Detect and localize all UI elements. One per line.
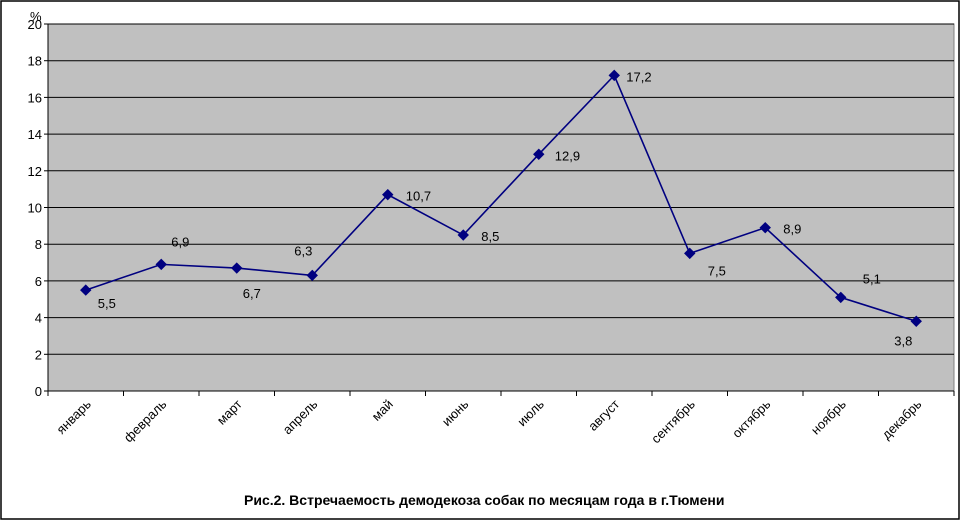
data-labels: 5,5 6,9 6,7 6,3 10,7 8,5 12,9 17,2 7,5 8,9 5,1 3,8 [98, 69, 913, 348]
data-label: 17,2 [626, 69, 651, 84]
data-point-marker [155, 258, 167, 271]
data-label: 6,7 [243, 286, 261, 301]
data-label: 5,5 [98, 296, 116, 311]
y-tick-label: 12 [28, 164, 42, 179]
y-tick-label: 20 [28, 17, 42, 32]
data-point-marker [608, 69, 620, 82]
y-axis-unit-label: % [30, 9, 42, 24]
data-point-marker [533, 148, 545, 160]
data-label: 6,9 [171, 234, 189, 249]
data-label: 6,3 [294, 243, 312, 258]
y-tick-label: 18 [28, 54, 42, 69]
data-point-marker [910, 315, 922, 327]
series-layer [80, 69, 922, 327]
y-tick-label: 10 [28, 201, 42, 216]
data-label: 12,9 [555, 148, 580, 163]
data-label: 3,8 [894, 333, 912, 348]
y-tick-label: 14 [28, 127, 42, 142]
data-point-marker [382, 188, 394, 201]
data-point-marker [457, 229, 469, 241]
axes [44, 23, 955, 396]
chart-caption: Рис.2. Встречаемость демодекоза собак по… [244, 492, 724, 508]
y-tick-label: 0 [35, 384, 42, 399]
y-tick-label: 2 [35, 347, 42, 362]
data-label: 8,9 [783, 222, 801, 237]
data-point-marker [684, 247, 696, 260]
y-tick-label: 4 [35, 311, 42, 326]
data-label: 8,5 [481, 229, 499, 244]
data-label: 10,7 [406, 189, 431, 204]
data-label: 7,5 [708, 263, 726, 278]
data-point-marker [835, 291, 847, 304]
data-point-marker [231, 262, 243, 274]
y-tick-label: 8 [35, 237, 42, 252]
data-point-marker [306, 269, 318, 282]
gridlines [48, 23, 954, 355]
y-tick-labels: 0 2 4 6 8 10 12 14 16 18 20 [28, 17, 42, 399]
data-label: 5,1 [863, 271, 881, 286]
series-line [85, 73, 917, 323]
y-tick-label: 16 [28, 90, 42, 105]
data-point-marker [80, 284, 92, 296]
data-point-marker [759, 221, 771, 234]
y-tick-label: 6 [35, 274, 42, 289]
